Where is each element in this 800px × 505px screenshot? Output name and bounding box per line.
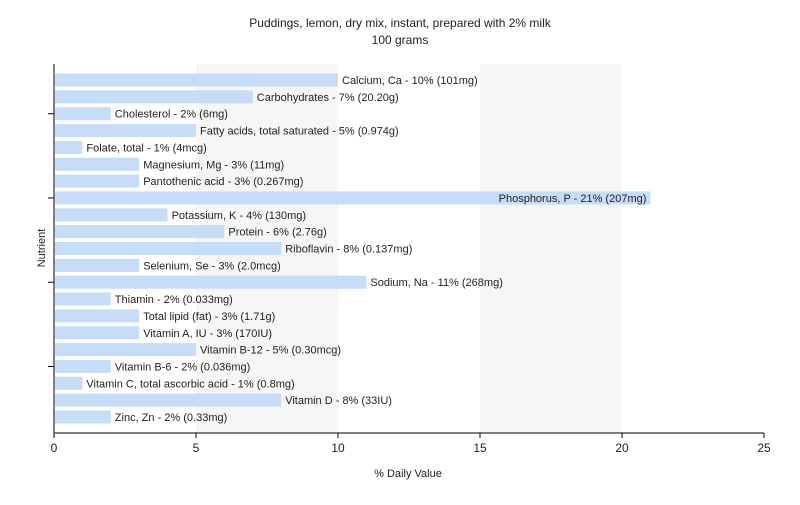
bar-label: Vitamin B-12 - 5% (0.30mcg) <box>200 345 341 357</box>
bar <box>55 393 282 407</box>
grid-band <box>480 64 622 433</box>
bar <box>55 140 83 154</box>
y-axis-title: Nutrient <box>36 229 48 268</box>
bar-label: Zinc, Zn - 2% (0.33mg) <box>115 412 227 424</box>
x-ticks: 0 5 10 15 20 25 <box>51 433 771 455</box>
x-tick-label: 10 <box>331 441 345 455</box>
bar <box>55 73 338 87</box>
chart-subtitle: 100 grams <box>372 33 429 47</box>
bar <box>55 174 140 188</box>
bar-label: Calcium, Ca - 10% (101mg) <box>342 75 478 87</box>
x-tick-label: 0 <box>51 441 58 455</box>
x-axis-title: % Daily Value <box>374 468 442 480</box>
bar-label: Total lipid (fat) - 3% (1.71g) <box>143 311 275 323</box>
axes <box>53 64 764 434</box>
bar-label: Folate, total - 1% (4mcg) <box>86 142 206 154</box>
bar-label: Pantothenic acid - 3% (0.267mg) <box>143 176 303 188</box>
grid-band <box>338 64 480 433</box>
y-ticks <box>48 113 54 367</box>
bar-label: Vitamin D - 8% (33IU) <box>285 395 392 407</box>
bar <box>55 343 196 357</box>
bar <box>55 376 83 390</box>
bar-label: Vitamin A, IU - 3% (170IU) <box>143 328 272 340</box>
bar <box>55 275 367 289</box>
x-tick-label: 20 <box>615 441 629 455</box>
bar-label: Sodium, Na - 11% (268mg) <box>370 277 502 289</box>
bar <box>55 191 651 205</box>
bar <box>55 208 168 222</box>
bar <box>55 242 282 255</box>
bar-label: Phosphorus, P - 21% (207mg) <box>499 193 647 205</box>
grid-band <box>622 64 764 433</box>
bar-label: Magnesium, Mg - 3% (11mg) <box>143 159 284 171</box>
bar <box>55 292 111 306</box>
bar <box>55 309 140 323</box>
bar <box>55 157 140 171</box>
bar <box>55 326 140 340</box>
x-tick-label: 25 <box>757 441 771 455</box>
x-tick-label: 5 <box>193 441 200 455</box>
bar-label: Thiamin - 2% (0.033mg) <box>115 294 233 306</box>
bar <box>55 107 111 121</box>
bar-label: Cholesterol - 2% (6mg) <box>115 109 228 121</box>
bar-label: Carbohydrates - 7% (20.20g) <box>257 92 399 104</box>
bar <box>55 359 111 373</box>
x-tick-label: 15 <box>473 441 487 455</box>
bar <box>55 124 196 138</box>
chart-title: Puddings, lemon, dry mix, instant, prepa… <box>249 16 551 30</box>
bar <box>55 90 253 104</box>
bar-label: Vitamin C, total ascorbic acid - 1% (0.8… <box>86 378 294 390</box>
bar-label: Vitamin B-6 - 2% (0.036mg) <box>115 361 251 373</box>
bar-label: Potassium, K - 4% (130mg) <box>172 210 307 222</box>
bars: Calcium, Ca - 10% (101mg) Carbohydrates -… <box>55 73 651 424</box>
bar <box>55 410 111 424</box>
bar-label: Selenium, Se - 3% (2.0mcg) <box>143 260 281 272</box>
bar-label: Fatty acids, total saturated - 5% (0.974… <box>200 126 399 138</box>
bar-label: Riboflavin - 8% (0.137mg) <box>285 244 412 256</box>
bar <box>55 258 140 272</box>
bar-label: Protein - 6% (2.76g) <box>228 227 326 239</box>
bar <box>55 225 225 239</box>
